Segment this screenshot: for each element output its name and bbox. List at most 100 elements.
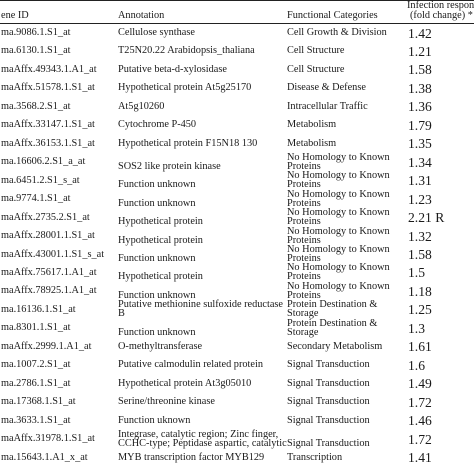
category-cell: Protein Destination &	[287, 317, 378, 329]
annotation-cell: MYB transcription factor MYB129	[118, 451, 265, 463]
header-gene-id: ene ID	[1, 10, 29, 21]
fold-change-cell: 1.46	[408, 413, 432, 429]
fold-change-cell: 1.36	[408, 99, 432, 115]
header-infection-line2: (fold change) *	[410, 10, 473, 21]
annotation-cell: T25N20.22 Arabidopsis_thaliana	[118, 45, 255, 57]
category-cell-continued: Proteins	[287, 160, 321, 172]
fold-change-cell: 1.72	[408, 394, 432, 410]
fold-change-cell: 1.61	[408, 339, 432, 355]
gene-id-cell: maAffx.43001.1.S1_s_at	[1, 248, 105, 260]
gene-id-cell: ma.9086.1.S1_at	[1, 27, 71, 38]
annotation-cell: Hypothetical protein	[118, 271, 203, 283]
gene-id-cell: maAffx.36153.1.S1_at	[1, 137, 95, 149]
annotation-cell: Integrase, catalytic region; Zinc finger…	[118, 428, 279, 440]
category-cell: No Homology to Known	[287, 262, 390, 274]
annotation-cell: Function unknown	[118, 197, 196, 209]
category-cell: Signal Transduction	[287, 377, 370, 389]
annotation-cell: Function unknown	[118, 326, 196, 338]
fold-change-cell: 1.31	[408, 173, 432, 189]
fold-change-cell: 1.41	[408, 450, 432, 466]
category-cell: Intracellular Traffic	[287, 100, 368, 112]
annotation-cell: Hypothetical protein	[118, 216, 203, 228]
fold-change-cell: 1.72	[408, 431, 432, 447]
gene-id-cell: ma.17368.1.S1_at	[1, 396, 76, 408]
annotation-cell-continued: B	[118, 308, 125, 320]
fold-change-cell: 1.49	[408, 376, 432, 392]
annotation-cell: Cellulose synthase	[118, 27, 195, 38]
category-cell: No Homology to Known	[287, 244, 390, 256]
category-cell: Cell Structure	[287, 63, 345, 75]
category-cell: No Homology to Known	[287, 207, 390, 219]
category-cell: Transcription	[287, 451, 343, 463]
fold-change-cell: 1.58	[408, 247, 432, 263]
gene-id-cell: ma.15643.1.A1_x_at	[1, 451, 88, 463]
gene-id-cell: ma.3568.2.S1_at	[1, 100, 71, 112]
category-cell: Signal Transduction	[287, 359, 370, 371]
fold-change-cell: 1.25	[408, 302, 432, 318]
category-cell-continued: Proteins	[287, 197, 321, 209]
category-cell: Signal Transduction	[287, 437, 370, 449]
annotation-cell: O-methyltransferase	[118, 340, 203, 352]
annotation-cell: SOS2 like protein kinase	[118, 160, 221, 172]
category-cell-continued: Storage	[287, 308, 319, 320]
gene-id-cell: maAffx.33147.1.S1_at	[1, 119, 95, 131]
gene-id-cell: maAffx.78925.1.A1_at	[1, 285, 97, 297]
annotation-cell: Putative beta-d-xylosidase	[118, 63, 227, 75]
gene-id-cell: ma.8301.1.S1_at	[1, 322, 71, 334]
fold-change-cell: 1.79	[408, 117, 432, 133]
category-cell: Cell Structure	[287, 45, 345, 57]
gene-id-cell: ma.2786.1.S1_at	[1, 377, 71, 389]
gene-id-cell: ma.3633.1.S1_at	[1, 414, 71, 426]
annotation-cell: Function uknown	[118, 414, 191, 426]
category-cell-continued: Proteins	[287, 234, 321, 246]
category-cell: No Homology to Known	[287, 280, 390, 292]
annotation-cell: Function unknown	[118, 253, 196, 265]
annotation-cell-continued: CCHC-type; Peptidase aspartic, catalytic	[118, 437, 287, 449]
category-cell: Metabolism	[287, 119, 337, 131]
gene-id-cell: maAffx.49343.1.A1_at	[1, 63, 97, 75]
gene-id-cell: ma.1007.2.S1_at	[1, 359, 71, 371]
category-cell: Disease & Defense	[287, 82, 366, 94]
category-cell: Protein Destination &	[287, 299, 378, 311]
category-cell-continued: Proteins	[287, 289, 321, 301]
category-cell: Cell Growth & Division	[287, 27, 387, 38]
gene-id-cell: ma.6451.2.S1_s_at	[1, 174, 80, 186]
category-cell: Metabolism	[287, 137, 337, 149]
annotation-cell: Putative methionine sulfoxide reductase	[118, 299, 283, 311]
header-rule	[0, 23, 474, 24]
annotation-cell: Hypothetical protein F15N18 130	[118, 137, 258, 149]
fold-change-cell: 1.23	[408, 191, 432, 207]
category-cell-continued: Proteins	[287, 216, 321, 228]
fold-change-cell: 1.58	[408, 62, 432, 78]
header-functional-categories: Functional Categories	[287, 10, 378, 21]
annotation-cell: Hypothetical protein	[118, 234, 203, 246]
category-cell: No Homology to Known	[287, 170, 390, 182]
annotation-cell: Hypothetical protein At5g25170	[118, 82, 252, 94]
category-cell: Signal Transduction	[287, 414, 370, 426]
gene-id-cell: ma.6130.1.S1_at	[1, 45, 71, 57]
gene-id-cell: ma.16136.1.S1_at	[1, 303, 76, 315]
annotation-cell: Putative calmodulin related protein	[118, 359, 263, 371]
fold-change-cell: 1.38	[408, 80, 432, 96]
gene-id-cell: maAffx.31978.1.S1_at	[1, 433, 95, 445]
annotation-cell: Hypothetical protein At3g05010	[118, 377, 252, 389]
fold-change-cell: 1.5	[408, 265, 425, 281]
gene-id-cell: maAffx.75617.1.A1_at	[1, 266, 97, 278]
fold-change-cell: 1.35	[408, 136, 432, 152]
fold-change-cell: 1.32	[408, 228, 432, 244]
fold-change-cell: 1.21	[408, 43, 432, 59]
annotation-cell: Cytochrome P-450	[118, 119, 197, 131]
header-annotation: Annotation	[118, 10, 165, 21]
category-cell-continued: Storage	[287, 326, 319, 338]
category-cell: No Homology to Known	[287, 151, 390, 163]
gene-id-cell: ma.9774.1.S1_at	[1, 193, 71, 205]
category-cell: No Homology to Known	[287, 225, 390, 237]
annotation-cell: Function unknown	[118, 179, 196, 191]
fold-change-cell: 1.34	[408, 154, 432, 170]
annotation-cell: Serine/threonine kinase	[118, 396, 215, 408]
fold-change-cell: 1.6	[408, 357, 425, 373]
category-cell-continued: Proteins	[287, 253, 321, 265]
gene-id-cell: maAffx.28001.1.S1_at	[1, 230, 95, 242]
fold-change-cell: 1.18	[408, 283, 432, 299]
